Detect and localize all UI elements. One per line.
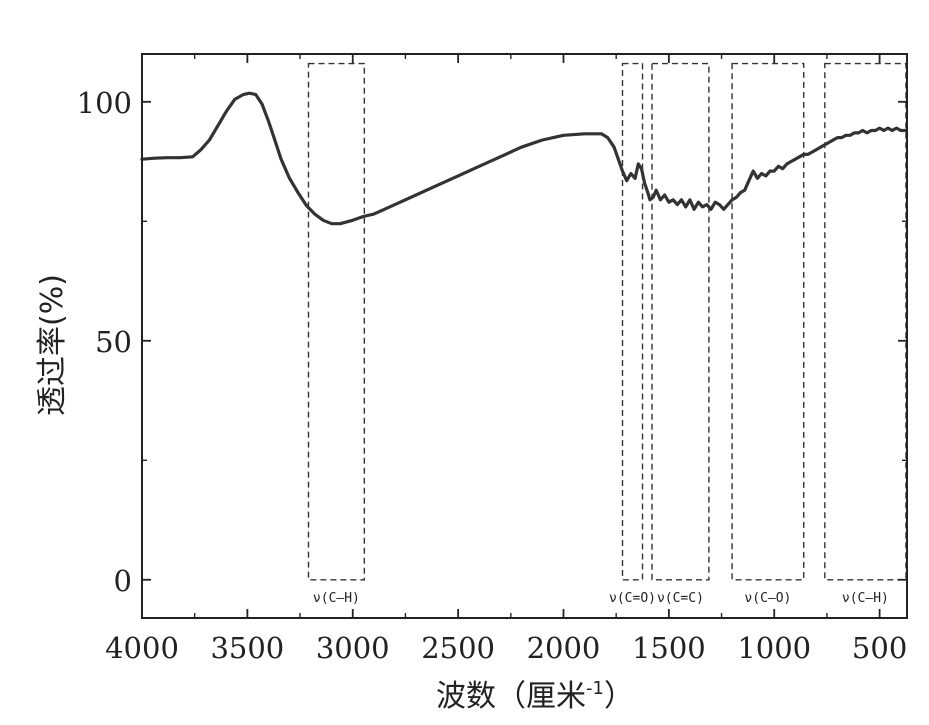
axes: 4000350030002500200015001000500100500 [77, 54, 908, 665]
x-tick-label-2: 3000 [316, 631, 390, 665]
x-axis-label: 波数（厘米-1） [436, 678, 634, 714]
y-tick-label-0: 100 [77, 86, 132, 120]
band-region-1 [622, 64, 642, 580]
x-tick-label-6: 1000 [737, 631, 811, 665]
spectrum-line-layer [142, 93, 905, 224]
x-tick-label-7: 500 [852, 631, 907, 665]
x-tick-label-5: 1500 [632, 631, 706, 665]
band-label-3: ν(C–O) [744, 591, 791, 606]
band-region-0 [308, 64, 364, 580]
y-axis-label: 透过率(%) [35, 274, 70, 416]
band-label-2: ν(C=C) [657, 591, 704, 606]
band-region-4 [825, 64, 906, 580]
series-line-0 [142, 93, 905, 224]
band-label-0: ν(C–H) [313, 591, 360, 606]
x-tick-label-0: 4000 [105, 631, 179, 665]
band-region-2 [652, 64, 709, 580]
y-tick-label-2: 0 [114, 564, 132, 598]
plot-frame [142, 54, 907, 618]
band-region-3 [732, 64, 804, 580]
x-tick-label-4: 2000 [527, 631, 601, 665]
band-regions: ν(C–H) ν(C=O)ν(C=C) ν(C–O) ν(C–H) [308, 64, 905, 606]
x-axis-label-superscript: -1 [586, 678, 604, 699]
x-tick-label-3: 2500 [421, 631, 495, 665]
x-axis-label-main: 波数（厘米 [436, 679, 586, 714]
y-tick-label-1: 50 [95, 325, 132, 359]
x-axis-label-close: ） [604, 679, 634, 714]
x-tick-label-1: 3500 [210, 631, 284, 665]
band-label-4: ν(C–H) [842, 591, 889, 606]
band-label-1: ν(C=O) [609, 591, 656, 606]
